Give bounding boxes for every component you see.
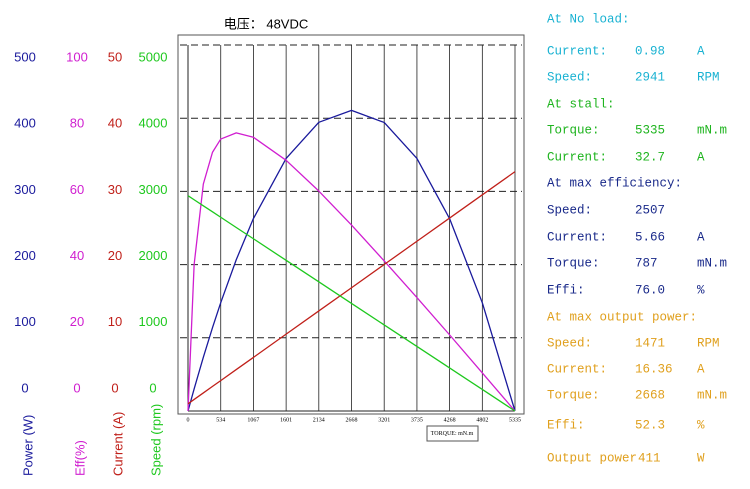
spec-unit: mN.m <box>697 256 727 270</box>
section-title: At max efficiency: <box>547 176 682 190</box>
spec-value: 2668 <box>635 388 665 402</box>
y-tick-label: 10 <box>108 314 122 329</box>
spec-unit: A <box>697 150 705 164</box>
y-tick-label: 200 <box>14 248 36 263</box>
x-tick-label: 3735 <box>411 417 423 423</box>
spec-label: Torque: <box>547 256 600 270</box>
x-tick-label: 4802 <box>476 417 488 423</box>
spec-label: Effi: <box>547 418 585 432</box>
series-line <box>187 195 516 412</box>
y-tick-label: 4000 <box>139 116 168 131</box>
axis-title: Power (W) <box>20 415 35 476</box>
spec-value: 16.36 <box>635 362 673 376</box>
spec-unit: RPM <box>697 336 720 350</box>
y-tick-label: 0 <box>149 380 156 395</box>
section-title: At stall: <box>547 97 615 111</box>
y-tick-label: 40 <box>108 116 122 131</box>
x-tick-label: 3201 <box>378 417 390 423</box>
axis-title: Current (A) <box>110 412 125 476</box>
spec-value: 5335 <box>635 123 665 137</box>
spec-label: Effi: <box>547 283 585 297</box>
spec-value: 411 <box>638 451 661 465</box>
spec-value: 2941 <box>635 70 665 84</box>
spec-label: Current: <box>547 150 607 164</box>
spec-label: Current: <box>547 230 607 244</box>
y-tick-label: 30 <box>108 182 122 197</box>
x-tick-label: 1067 <box>247 417 259 423</box>
x-tick-label: 4268 <box>444 417 456 423</box>
spec-unit: mN.m <box>697 388 727 402</box>
spec-unit: A <box>697 44 705 58</box>
series-line <box>187 109 516 412</box>
spec-label: Speed: <box>547 336 592 350</box>
x-tick-label: 1601 <box>280 417 292 423</box>
y-tick-label: 0 <box>73 380 80 395</box>
x-tick-label: 5335 <box>509 417 521 423</box>
x-label-box <box>426 425 479 442</box>
y-tick-label: 100 <box>14 314 36 329</box>
x-tick-label: 0 <box>187 417 190 423</box>
y-tick-label: 3000 <box>139 182 168 197</box>
spec-label: Current: <box>547 362 607 376</box>
y-tick-label: 40 <box>70 248 84 263</box>
spec-value: 787 <box>635 256 658 270</box>
y-tick-label: 500 <box>14 49 36 64</box>
spec-unit: % <box>697 283 705 297</box>
spec-label: Speed: <box>547 203 592 217</box>
spec-label: Torque: <box>547 388 600 402</box>
spec-unit: RPM <box>697 70 720 84</box>
section-title: At max output power: <box>547 310 697 324</box>
series-line <box>187 171 516 405</box>
spec-label: Speed: <box>547 70 592 84</box>
spec-unit: % <box>697 418 705 432</box>
spec-value: 1471 <box>635 336 665 350</box>
y-tick-label: 300 <box>14 182 36 197</box>
spec-value: 52.3 <box>635 418 665 432</box>
y-tick-label: 2000 <box>139 248 168 263</box>
spec-label: Output power <box>547 451 637 465</box>
axis-title: Speed (rpm) <box>148 404 163 476</box>
x-tick-label: 2668 <box>346 417 358 423</box>
spec-value: 76.0 <box>635 283 665 297</box>
y-tick-label: 100 <box>66 49 88 64</box>
y-tick-label: 50 <box>108 49 122 64</box>
spec-label: Torque: <box>547 123 600 137</box>
y-tick-label: 60 <box>70 182 84 197</box>
spec-value: 5.66 <box>635 230 665 244</box>
spec-label: Current: <box>547 44 607 58</box>
series-line <box>187 132 516 412</box>
axis-title: Eff(%) <box>72 440 87 476</box>
spec-value: 2507 <box>635 203 665 217</box>
spec-unit: W <box>697 451 705 465</box>
y-tick-label: 400 <box>14 116 36 131</box>
x-tick-label: 534 <box>216 417 225 423</box>
y-tick-label: 20 <box>108 248 122 263</box>
y-tick-label: 0 <box>21 380 28 395</box>
y-tick-label: 1000 <box>139 314 168 329</box>
spec-unit: A <box>697 362 705 376</box>
y-tick-label: 20 <box>70 314 84 329</box>
y-tick-label: 5000 <box>139 49 168 64</box>
y-tick-label: 80 <box>70 116 84 131</box>
section-title: At No load: <box>547 12 630 26</box>
spec-value: 0.98 <box>635 44 665 58</box>
x-tick-label: 2134 <box>313 417 325 423</box>
plot-frame <box>177 34 525 415</box>
y-tick-label: 0 <box>111 380 118 395</box>
spec-value: 32.7 <box>635 150 665 164</box>
spec-unit: A <box>697 230 705 244</box>
chart-title: 电压： 48VDC <box>224 16 309 31</box>
x-axis-label: TORQUE: mN.m <box>431 431 474 437</box>
spec-unit: mN.m <box>697 123 727 137</box>
